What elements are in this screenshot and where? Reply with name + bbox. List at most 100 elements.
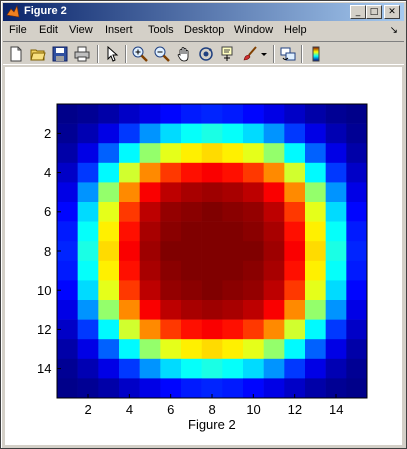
heatmap-cell xyxy=(77,221,99,242)
heatmap-cell xyxy=(98,162,120,183)
heatmap-cell xyxy=(325,358,347,379)
heatmap-cell xyxy=(160,182,182,203)
zoom-in-icon[interactable] xyxy=(131,45,149,63)
heatmap-cell xyxy=(119,280,140,301)
heatmap-cell xyxy=(201,319,223,340)
heatmap-cell xyxy=(346,104,368,124)
heatmap-cell xyxy=(346,260,368,281)
heatmap-cell xyxy=(181,241,202,262)
brush-dropdown-arrow-icon[interactable] xyxy=(259,45,269,63)
menu-file[interactable]: File xyxy=(9,24,27,36)
pan-hand-icon[interactable] xyxy=(175,45,193,63)
heatmap-cell xyxy=(263,300,285,320)
heatmap-cell xyxy=(346,339,368,360)
heatmap-cell xyxy=(57,339,78,360)
heatmap-cell xyxy=(325,202,347,222)
heatmap-cell xyxy=(119,162,140,183)
maximize-button[interactable]: □ xyxy=(366,5,382,19)
heatmap-cell xyxy=(263,104,285,124)
colorbar-icon[interactable] xyxy=(307,45,325,63)
heatmap-cell xyxy=(201,339,223,360)
heatmap-cell xyxy=(222,104,244,124)
heatmap-cell xyxy=(160,319,182,340)
heatmap-cell xyxy=(119,378,140,399)
rotate-3d-icon[interactable] xyxy=(197,45,215,63)
heatmap-cell xyxy=(243,143,264,164)
heatmap-cell xyxy=(160,123,182,144)
data-cursor-icon[interactable] xyxy=(219,45,237,63)
minimize-button[interactable]: _ xyxy=(350,5,366,19)
heatmap-cell xyxy=(284,104,306,124)
heatmap-cell xyxy=(57,162,78,183)
menu-edit[interactable]: Edit xyxy=(39,24,58,36)
heatmap-cell xyxy=(243,123,264,144)
new-figure-icon[interactable] xyxy=(7,45,25,63)
zoom-out-icon[interactable] xyxy=(153,45,171,63)
heatmap-cell xyxy=(305,104,326,124)
heatmap-cell xyxy=(98,378,120,399)
heatmap-cell xyxy=(201,358,223,379)
menu-view[interactable]: View xyxy=(69,24,93,36)
heatmap-cell xyxy=(284,378,306,399)
heatmap-cell xyxy=(98,202,120,222)
heatmap-cell xyxy=(346,280,368,301)
heatmap-cell xyxy=(98,358,120,379)
heatmap-cell xyxy=(346,123,368,144)
menu-desktop[interactable]: Desktop xyxy=(184,24,225,36)
menu-insert[interactable]: Insert xyxy=(105,24,133,36)
brush-icon[interactable] xyxy=(241,45,259,63)
heatmap-cell xyxy=(243,339,264,360)
heatmap-cell xyxy=(325,280,347,301)
save-icon[interactable] xyxy=(51,45,69,63)
close-button[interactable]: ✕ xyxy=(384,5,400,19)
menu-help[interactable]: Help xyxy=(284,24,307,36)
menu-tools[interactable]: Tools xyxy=(148,24,174,36)
heatmap-cell xyxy=(139,378,161,399)
heatmap-cell xyxy=(284,300,306,320)
heatmap-cell xyxy=(139,104,161,124)
heatmap-cell xyxy=(57,182,78,203)
heatmap-cell xyxy=(263,280,285,301)
heatmap-cell xyxy=(305,378,326,399)
heatmap-cell xyxy=(181,378,202,399)
heatmap-cell xyxy=(243,241,264,262)
heatmap-plot[interactable] xyxy=(5,67,402,445)
heatmap-cell xyxy=(243,162,264,183)
heatmap-cell xyxy=(263,202,285,222)
heatmap-cell xyxy=(119,339,140,360)
heatmap-cell xyxy=(222,358,244,379)
heatmap-cell xyxy=(77,280,99,301)
heatmap-cell xyxy=(243,300,264,320)
heatmap-cell xyxy=(57,358,78,379)
heatmap-cell xyxy=(77,182,99,203)
link-plot-icon[interactable] xyxy=(279,45,297,63)
heatmap-cell xyxy=(119,241,140,262)
heatmap-cell xyxy=(201,182,223,203)
heatmap-cell xyxy=(57,221,78,242)
heatmap-cell xyxy=(160,378,182,399)
title-bar[interactable]: Figure 2 _ □ ✕ xyxy=(3,3,404,21)
heatmap-cell xyxy=(98,241,120,262)
heatmap-cell xyxy=(77,241,99,262)
print-icon[interactable] xyxy=(73,45,91,63)
heatmap-cell xyxy=(77,378,99,399)
menu-window[interactable]: Window xyxy=(234,24,274,36)
heatmap-cell xyxy=(77,319,99,340)
x-axis-label: Figure 2 xyxy=(188,417,236,432)
edit-plot-arrow-icon[interactable] xyxy=(103,45,121,63)
open-file-icon[interactable] xyxy=(29,45,47,63)
heatmap-cell xyxy=(119,260,140,281)
x-tick-label: 4 xyxy=(125,402,134,417)
heatmap-cell xyxy=(160,280,182,301)
x-tick-label: 10 xyxy=(246,402,261,417)
menu-overflow-arrow-icon[interactable]: ↘ xyxy=(389,25,398,36)
menu-bar: File Edit View Insert Tools Desktop Wind… xyxy=(3,22,404,40)
heatmap-cell xyxy=(284,280,306,301)
heatmap-cell xyxy=(119,182,140,203)
heatmap-cell xyxy=(346,358,368,379)
heatmap-cell xyxy=(119,300,140,320)
heatmap-cell xyxy=(346,221,368,242)
heatmap-cell xyxy=(325,378,347,399)
heatmap-cell xyxy=(201,143,223,164)
y-tick-label: 12 xyxy=(37,321,52,337)
